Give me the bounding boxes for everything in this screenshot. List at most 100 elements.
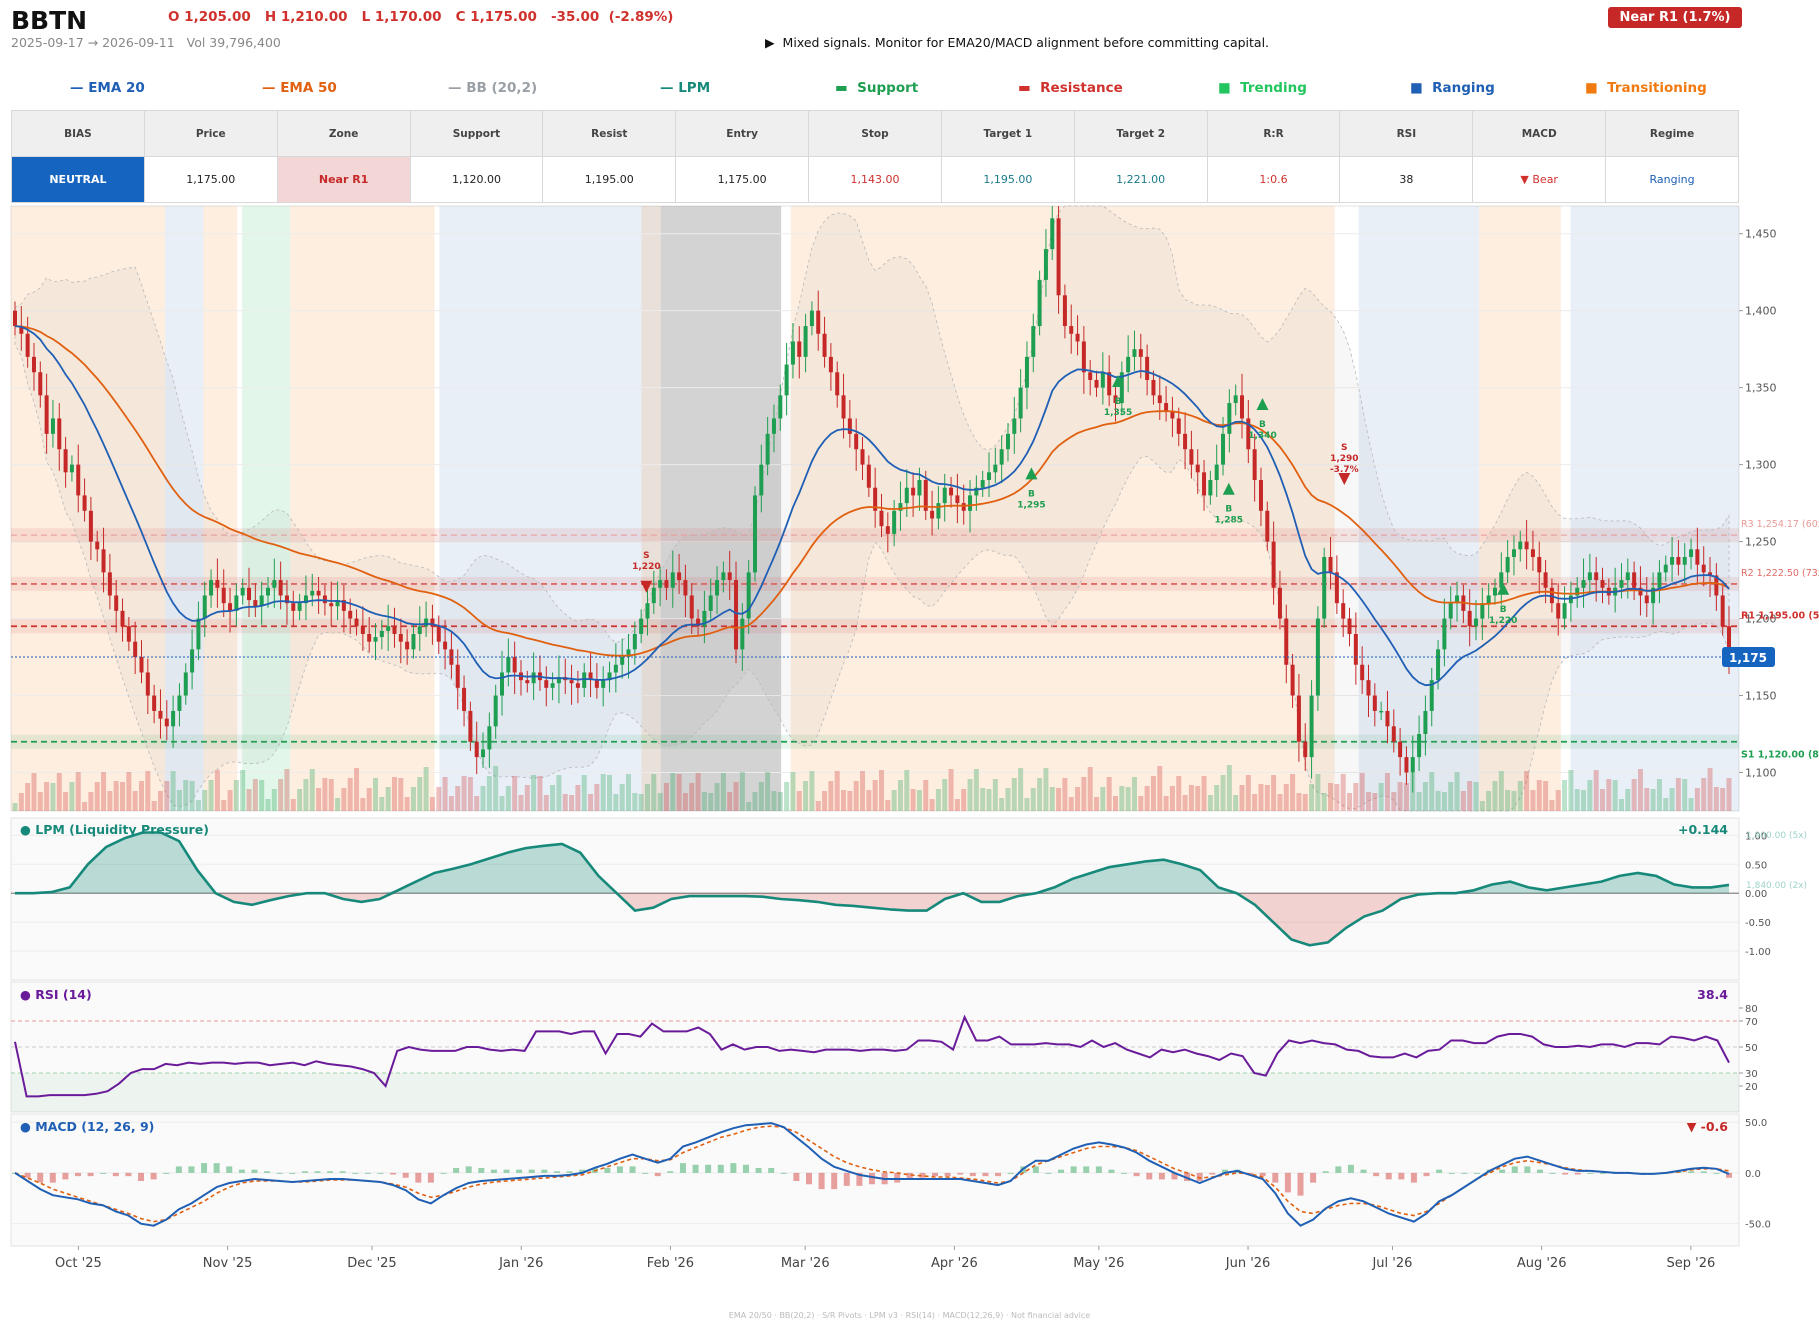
volume-bar [63,792,69,811]
macd-histogram-bar [1562,1172,1569,1175]
macd-histogram-bar [390,1172,397,1175]
candle-body [1202,472,1207,496]
x-tick-label: Dec '25 [347,1256,396,1271]
volume-bar [1131,777,1137,811]
macd-histogram-bar [541,1169,548,1173]
volume-bar [1119,786,1125,811]
volume-bar [632,793,638,811]
macd-histogram-bar [1310,1172,1317,1183]
candle-body [632,633,637,650]
regime-band-ranging [165,206,190,811]
signal-type-label: B [1500,605,1507,615]
candle-body [405,641,410,650]
volume-bar [170,771,176,811]
candle-body [531,672,536,684]
volume-bar [354,768,360,811]
candle-body [1062,295,1067,327]
candle-body [683,580,688,596]
volume-bar [765,772,771,811]
volume-bar [1536,780,1542,811]
volume-bar [120,782,126,811]
candle-body [1119,372,1124,404]
legend-trending[interactable]: ■ Trending [1218,80,1307,96]
candle-body [1594,572,1599,581]
macd-histogram-bar [1058,1169,1065,1173]
macd-histogram-bar [805,1172,812,1185]
legend-support[interactable]: ▬ Support [835,80,919,96]
macd-histogram-bar [276,1172,283,1174]
volume-bar [1283,784,1289,811]
volume-bar [1302,794,1308,811]
volume-bar [448,796,454,811]
legend-transitioning[interactable]: ■ Transitioning [1585,80,1707,96]
candle-body [348,610,353,619]
candle-body [1277,587,1282,619]
candle-body [1334,572,1339,604]
candle-body [297,603,302,611]
legend-ranging[interactable]: ■ Ranging [1410,80,1495,96]
legend-ema50[interactable]: — EMA 50 [262,80,337,96]
volume-bar [1720,788,1726,811]
macd-histogram-bar [1221,1169,1228,1173]
candle-body [1657,572,1662,588]
x-tick-label: Apr '26 [931,1256,978,1271]
buy-signal-marker [1497,582,1510,595]
macd-histogram-bar [906,1172,913,1180]
candle-body [1581,580,1586,588]
candle-body [1303,741,1308,758]
candle-body [620,657,625,665]
candle-body [253,600,258,607]
candle-body [1214,464,1219,481]
macd-histogram-bar [75,1172,82,1177]
volume-bar [442,777,448,811]
candle-body [708,595,713,611]
volume-bar [594,784,600,811]
volume-bar [999,798,1005,811]
candle-body [417,626,422,634]
volume-bar [1618,799,1624,811]
volume-bar [1391,792,1397,811]
candle-body [607,672,612,681]
candle-body [107,572,112,596]
candle-body [1663,564,1668,573]
candle-body [860,449,865,465]
legend-lpm[interactable]: — LPM [660,80,711,96]
volume-bar [1100,787,1106,811]
candle-body [651,587,656,604]
candle-body [152,695,157,711]
volume-bar [499,796,505,811]
candle-body [1398,741,1403,758]
volume-bar [322,778,328,811]
volume-bar [771,791,777,811]
candle-body [689,595,694,619]
volume-bar [75,772,81,811]
signal-price-label: 1,355 [1104,408,1132,418]
volume-bar [366,788,372,811]
volume-bar [828,781,834,811]
candle-body [816,310,821,334]
price-y-tick-label: 1,200 [1745,613,1777,626]
volume-bar [214,770,220,811]
volume-bar [625,774,631,811]
candle-body [1176,418,1181,434]
candle-body [341,600,346,611]
macd-histogram-bar [289,1172,296,1174]
volume-bar [929,799,935,811]
volume-bar [1555,790,1561,811]
signal-type-label: S [643,551,649,561]
volume-bar [708,793,714,811]
signal-type-label: B [1115,397,1122,407]
lpm-y-tick-label: -1.00 [1745,947,1771,958]
volume-bar [841,790,847,811]
legend-resistance[interactable]: ▬ Resistance [1018,80,1123,96]
macd-histogram-bar [831,1172,838,1190]
volume-bar [1593,770,1599,811]
candle-body [923,480,928,511]
volume-bar [1422,782,1428,811]
legend-ema20[interactable]: — EMA 20 [70,80,145,96]
volume-bar [486,776,492,811]
legend-bollinger[interactable]: — BB (20,2) [448,80,538,96]
candle-body [1126,356,1131,373]
candle-body [1492,587,1497,596]
candle-body [968,495,973,511]
